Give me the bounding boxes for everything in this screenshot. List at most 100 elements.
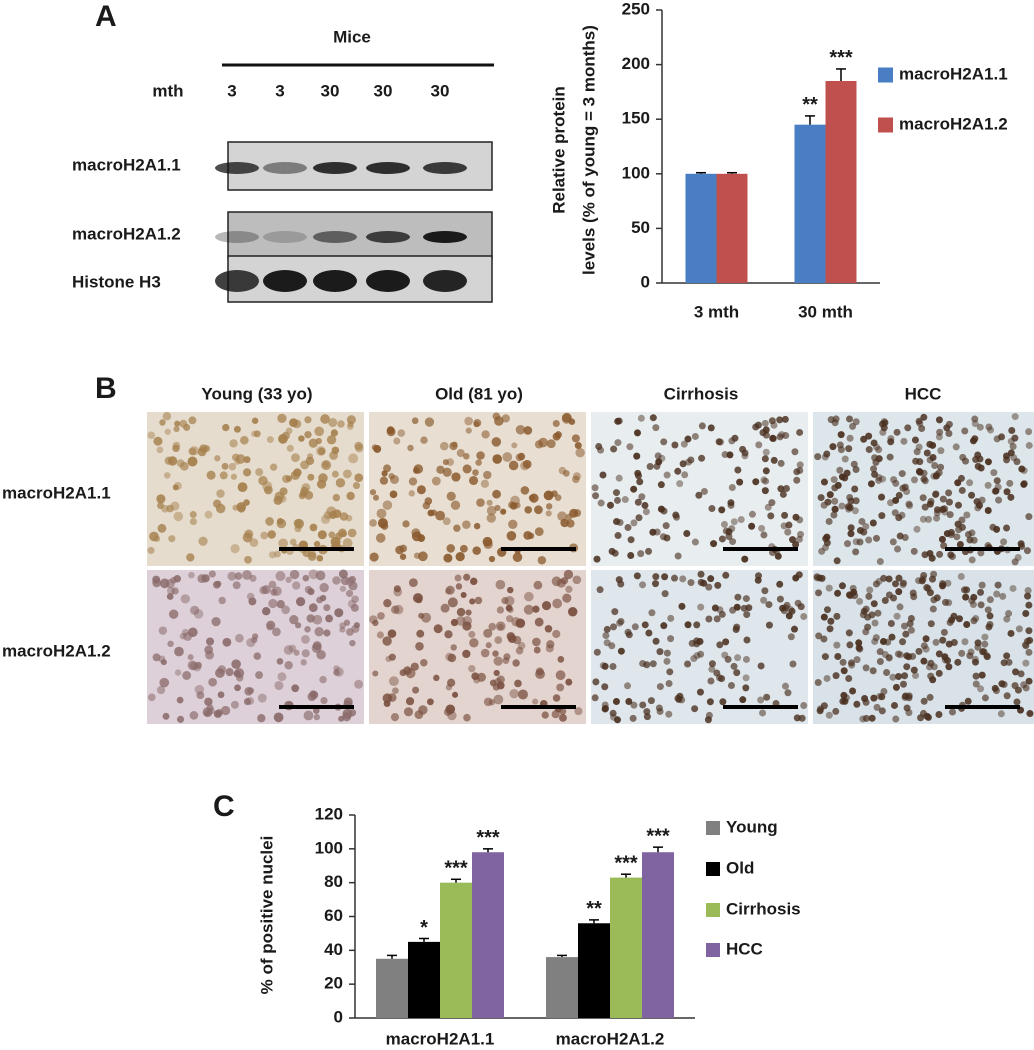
nucleus bbox=[992, 687, 1000, 695]
nucleus bbox=[876, 692, 884, 700]
nucleus bbox=[164, 456, 174, 465]
nucleus bbox=[1025, 513, 1033, 521]
nucleus bbox=[845, 445, 853, 453]
nucleus bbox=[609, 623, 617, 631]
nucleus bbox=[935, 669, 943, 677]
nucleus bbox=[977, 685, 985, 693]
nucleus bbox=[492, 489, 501, 499]
nucleus bbox=[1025, 677, 1033, 685]
nucleus bbox=[627, 536, 635, 544]
nucleus bbox=[820, 702, 828, 710]
nucleus bbox=[449, 441, 458, 451]
nucleus bbox=[993, 435, 1001, 443]
nucleus bbox=[289, 418, 298, 428]
nucleus bbox=[615, 474, 623, 482]
nucleus bbox=[907, 626, 915, 634]
nucleus bbox=[716, 438, 724, 446]
blot-band bbox=[423, 270, 467, 292]
nucleus bbox=[451, 472, 461, 482]
nucleus bbox=[319, 594, 327, 602]
nucleus bbox=[899, 579, 907, 587]
nucleus bbox=[351, 595, 359, 604]
nucleus bbox=[721, 451, 729, 459]
nucleus bbox=[274, 680, 284, 691]
nucleus bbox=[534, 617, 544, 627]
nucleus bbox=[304, 585, 313, 594]
nucleus bbox=[739, 696, 747, 704]
nucleus bbox=[159, 419, 166, 426]
nucleus bbox=[454, 574, 462, 582]
nucleus bbox=[776, 433, 784, 441]
nucleus bbox=[663, 657, 671, 665]
nucleus bbox=[289, 538, 297, 546]
lane-label: 30 bbox=[374, 81, 393, 100]
nucleus bbox=[313, 713, 320, 721]
nucleus bbox=[243, 698, 252, 706]
nucleus bbox=[221, 462, 229, 470]
nucleus bbox=[281, 605, 291, 615]
nucleus bbox=[978, 581, 986, 589]
nucleus bbox=[1026, 710, 1034, 718]
nucleus bbox=[716, 641, 724, 649]
y-tick-label: 150 bbox=[622, 109, 650, 128]
nucleus bbox=[193, 609, 204, 619]
nucleus bbox=[524, 506, 532, 514]
legend-swatch bbox=[878, 67, 893, 83]
nucleus bbox=[733, 623, 741, 631]
lane-header: mth bbox=[152, 81, 183, 100]
nucleus bbox=[920, 697, 928, 705]
nucleus bbox=[696, 688, 704, 696]
nucleus bbox=[535, 669, 545, 680]
nucleus bbox=[483, 470, 492, 480]
nucleus bbox=[242, 570, 252, 580]
nucleus bbox=[892, 715, 900, 723]
nucleus bbox=[627, 551, 635, 559]
nucleus bbox=[883, 669, 891, 677]
nucleus bbox=[609, 713, 617, 721]
nucleus bbox=[674, 467, 682, 475]
nucleus bbox=[946, 618, 954, 626]
nucleus bbox=[399, 553, 407, 560]
nucleus bbox=[855, 639, 863, 647]
nucleus bbox=[237, 482, 248, 493]
nucleus bbox=[831, 505, 839, 513]
nucleus bbox=[408, 490, 415, 497]
nucleus bbox=[544, 625, 553, 633]
nucleus bbox=[660, 507, 668, 515]
nucleus bbox=[546, 439, 556, 449]
nucleus bbox=[1013, 458, 1021, 466]
nucleus bbox=[830, 476, 838, 484]
nucleus bbox=[439, 441, 449, 451]
nucleus bbox=[180, 594, 190, 604]
nucleus bbox=[568, 418, 576, 425]
nucleus bbox=[300, 659, 307, 666]
nucleus bbox=[884, 638, 892, 646]
nucleus bbox=[463, 713, 471, 722]
nucleus bbox=[500, 508, 507, 515]
nucleus bbox=[187, 654, 194, 661]
nucleus bbox=[493, 694, 504, 705]
nucleus bbox=[838, 502, 846, 510]
nucleus bbox=[972, 456, 980, 464]
nucleus bbox=[332, 509, 342, 519]
nucleus bbox=[545, 503, 553, 510]
nucleus bbox=[560, 576, 569, 585]
nucleus bbox=[862, 714, 870, 722]
nucleus bbox=[742, 674, 750, 682]
nucleus bbox=[769, 434, 777, 442]
nucleus bbox=[306, 614, 316, 623]
nucleus bbox=[243, 456, 251, 464]
nucleus bbox=[848, 661, 856, 669]
nucleus bbox=[688, 639, 696, 647]
nucleus bbox=[676, 480, 684, 488]
nucleus bbox=[418, 551, 428, 562]
nucleus bbox=[973, 498, 981, 506]
nucleus bbox=[1020, 480, 1028, 488]
nucleus bbox=[551, 490, 558, 497]
nucleus bbox=[816, 574, 824, 582]
nucleus bbox=[708, 665, 716, 673]
nucleus bbox=[725, 533, 733, 541]
nucleus bbox=[559, 713, 567, 722]
nucleus bbox=[369, 519, 377, 527]
nucleus bbox=[170, 501, 180, 511]
